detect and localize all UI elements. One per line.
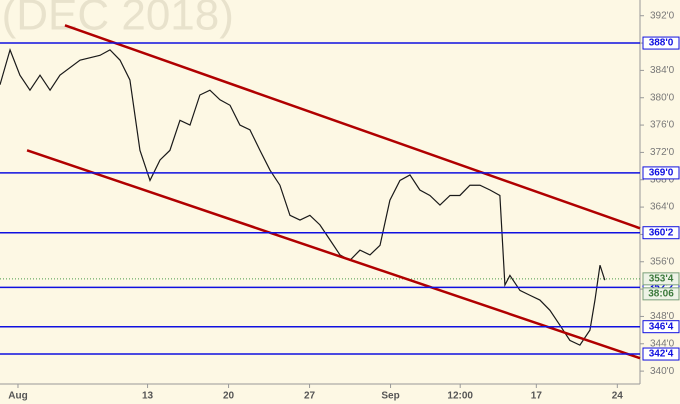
last-price-label: 353'4 bbox=[649, 273, 674, 284]
x-tick-label: 17 bbox=[531, 391, 543, 402]
x-tick-label: Aug bbox=[8, 391, 27, 402]
last-price-box bbox=[642, 272, 680, 286]
level-label-box bbox=[642, 320, 680, 334]
x-tick-label: 12:00 bbox=[447, 391, 473, 402]
level-label: 388'0 bbox=[649, 38, 674, 49]
y-tick-label: 364'0 bbox=[650, 202, 675, 213]
x-tick-label: Sep bbox=[381, 391, 399, 402]
watermark-title: S (DEC 2018) bbox=[0, 0, 234, 40]
level-label: 369'0 bbox=[649, 168, 674, 179]
level-label-box bbox=[642, 226, 680, 240]
level-label-box bbox=[642, 166, 680, 180]
y-tick-label: 340'0 bbox=[650, 366, 675, 377]
level-label: 360'2 bbox=[649, 227, 674, 238]
x-tick-label: 13 bbox=[142, 391, 154, 402]
y-tick-label: 348'0 bbox=[650, 311, 675, 322]
trend-line bbox=[64, 24, 641, 230]
y-tick-label: 356'0 bbox=[650, 256, 675, 267]
trend-line bbox=[26, 149, 641, 360]
y-tick-label: 372'0 bbox=[650, 147, 675, 158]
y-tick-label: 380'0 bbox=[650, 92, 675, 103]
level-label-box bbox=[642, 36, 680, 50]
y-tick-label: 344'0 bbox=[650, 338, 675, 349]
countdown-box bbox=[642, 287, 680, 301]
level-label-box bbox=[642, 347, 680, 361]
x-tick-label: 20 bbox=[223, 391, 235, 402]
y-tick-label: 384'0 bbox=[650, 65, 675, 76]
y-tick-label: 368'0 bbox=[650, 174, 675, 185]
x-tick-label: 24 bbox=[612, 391, 624, 402]
countdown-label: 38:06 bbox=[648, 288, 674, 299]
x-tick-label: 27 bbox=[304, 391, 316, 402]
level-label: 342'4 bbox=[649, 349, 674, 360]
level-label: 346'4 bbox=[649, 321, 674, 332]
y-tick-label: 376'0 bbox=[650, 120, 675, 131]
y-tick-label: 392'0 bbox=[650, 10, 675, 21]
